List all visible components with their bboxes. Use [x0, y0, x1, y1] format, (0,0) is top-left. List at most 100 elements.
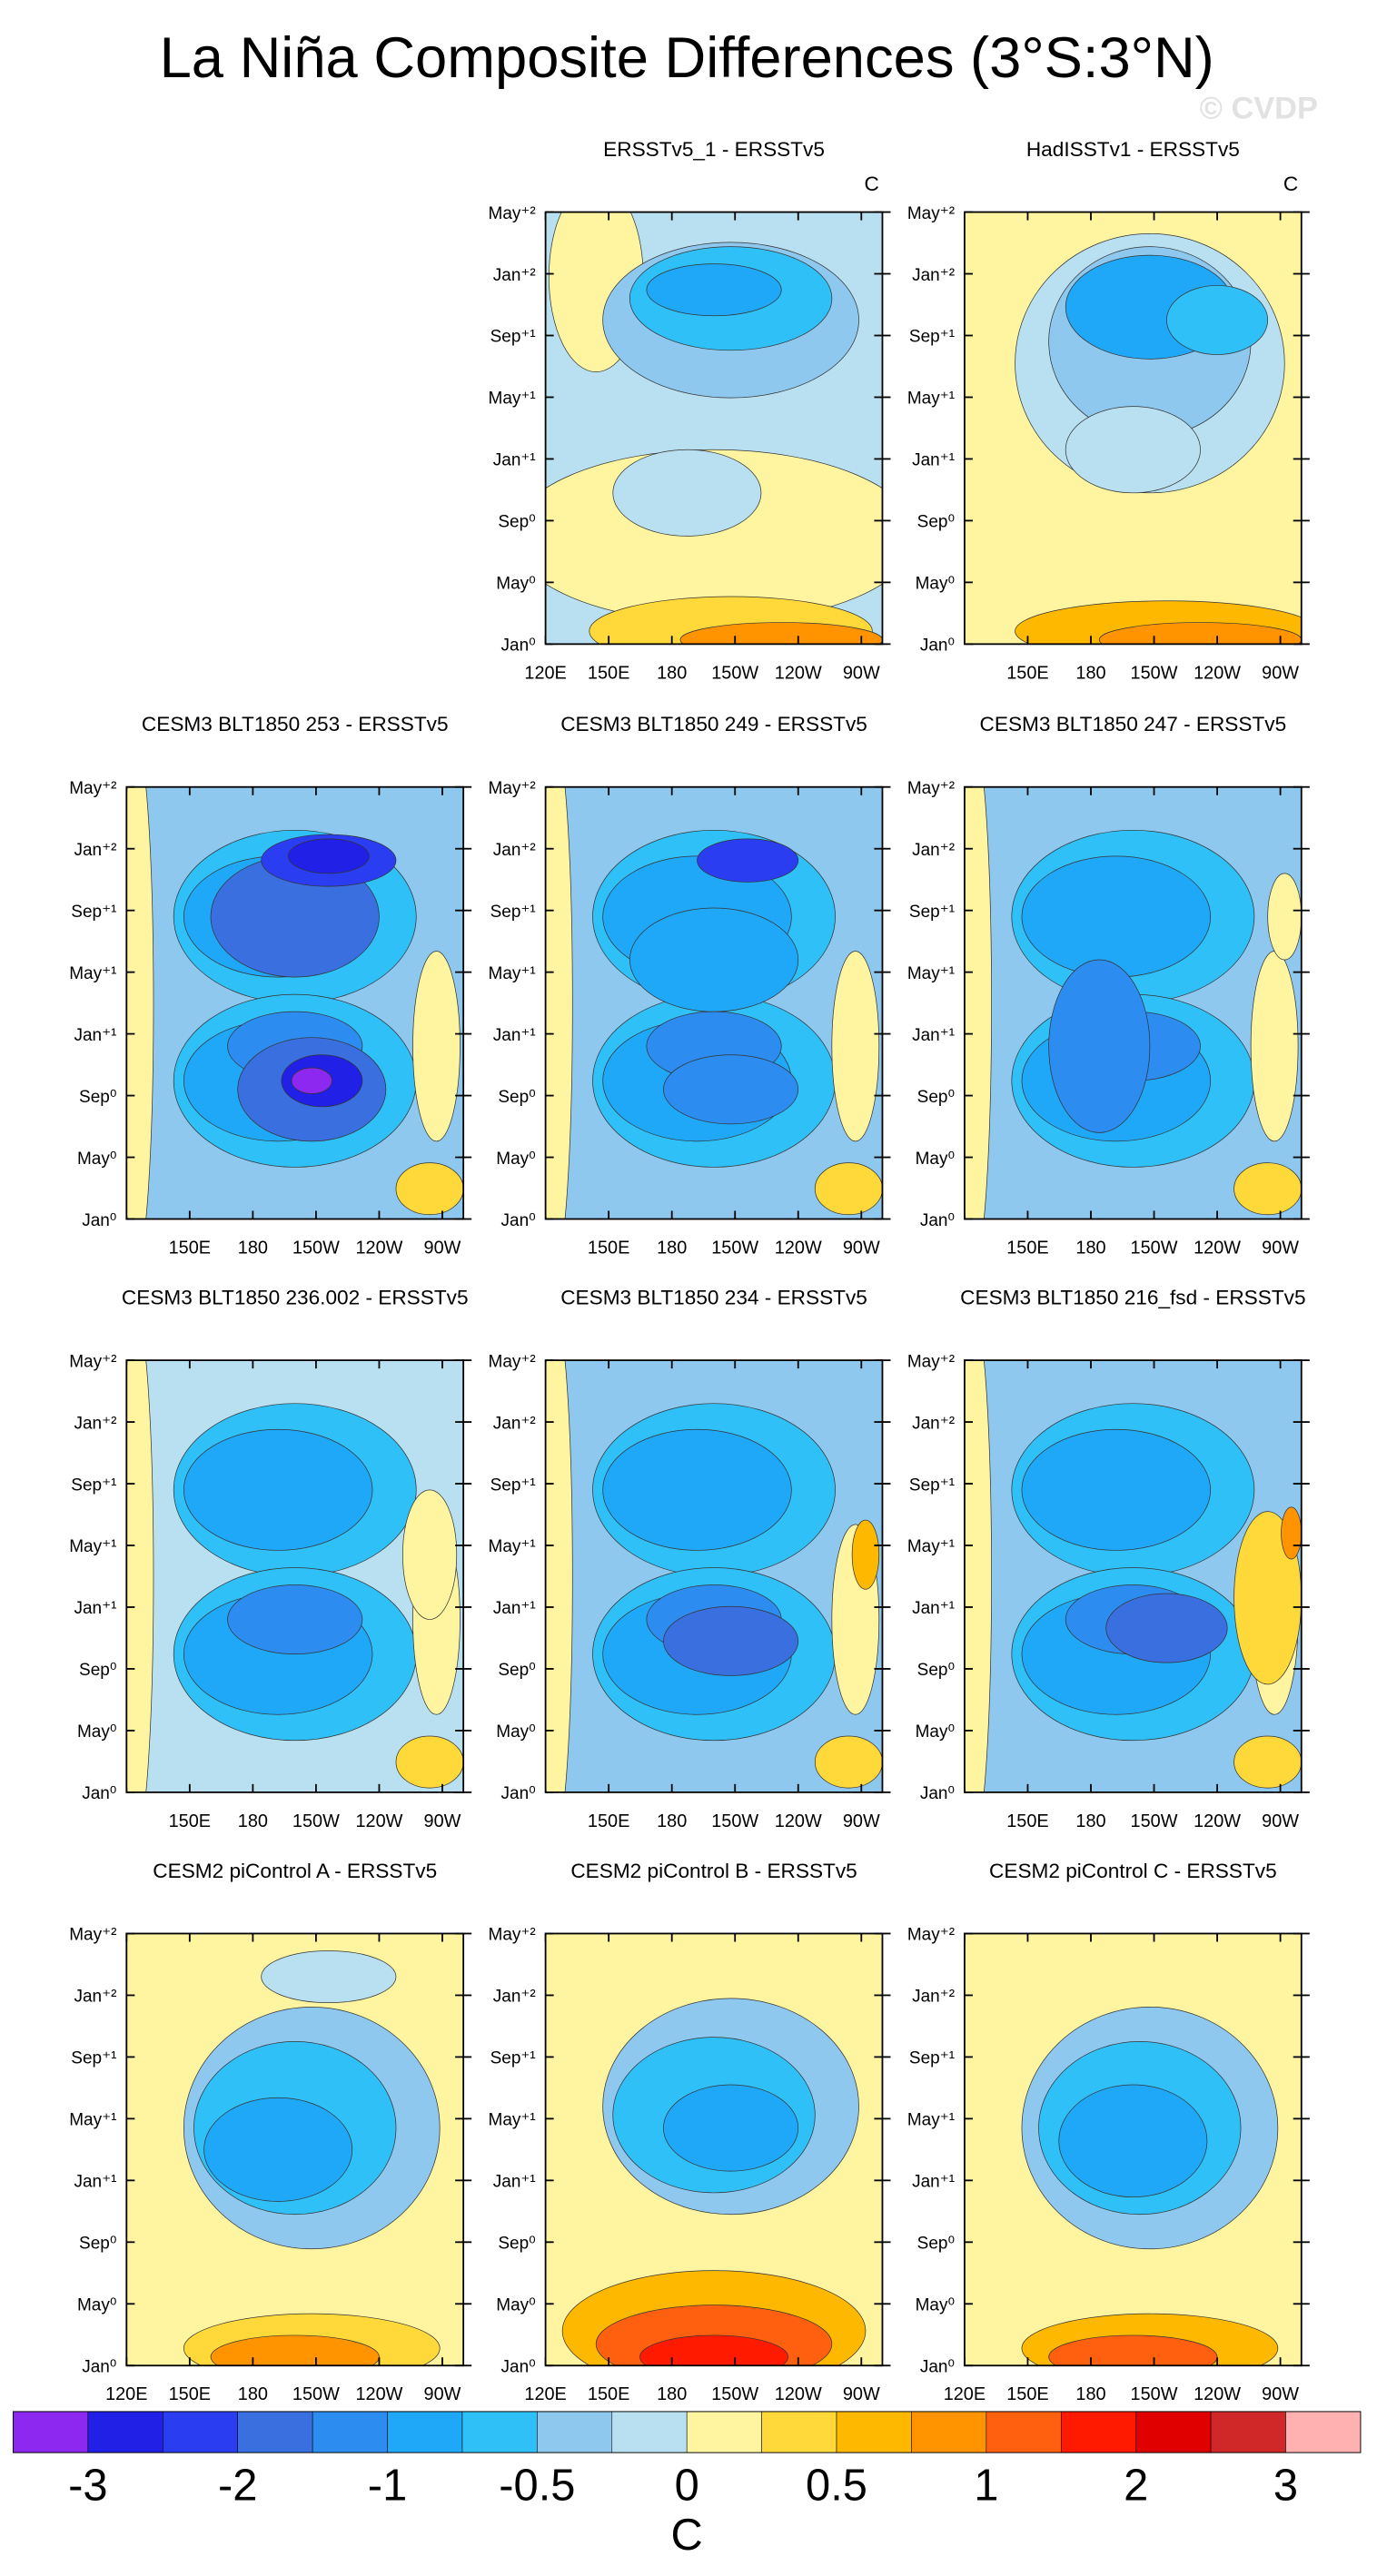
- x-tick-label: 90W: [843, 1239, 880, 1258]
- y-tick-label: Sep⁰: [79, 1661, 116, 1680]
- x-tick-label: 180: [238, 1239, 268, 1258]
- field-region: [814, 1162, 883, 1216]
- y-tick-label: May⁺¹: [489, 390, 536, 409]
- y-tick-label: Jan⁺²: [493, 1414, 536, 1433]
- y-tick-label: Jan⁰: [501, 2357, 536, 2376]
- field-region: [1105, 1593, 1228, 1663]
- field-region: [663, 1054, 799, 1125]
- field-region: [1267, 873, 1302, 961]
- x-tick-label: 120W: [775, 1239, 822, 1258]
- contour-field: [545, 1933, 883, 2366]
- colorbar-label: -1: [368, 2462, 407, 2511]
- y-tick-label: May⁰: [496, 1150, 535, 1169]
- x-tick-label: 180: [1075, 1811, 1105, 1831]
- x-tick-label: 90W: [1262, 1811, 1299, 1831]
- field-region: [395, 1162, 464, 1216]
- plot-frame: [964, 1359, 1303, 1793]
- x-tick-label: 90W: [1262, 663, 1299, 683]
- field-region: [545, 786, 573, 1219]
- field-region: [395, 1735, 464, 1789]
- y-tick-label: May⁺²: [69, 779, 116, 798]
- x-tick-label: 120W: [775, 2384, 822, 2404]
- y-tick-label: Sep⁺¹: [490, 2049, 536, 2068]
- y-tick-label: May⁺¹: [69, 1537, 116, 1556]
- y-tick-label: Jan⁺²: [493, 266, 536, 285]
- contour-field: [964, 1360, 1302, 1792]
- field-region: [1233, 1511, 1302, 1685]
- colorbar-label: 1: [974, 2462, 998, 2511]
- plot-frame: [544, 1932, 884, 2367]
- x-tick-label: 150E: [588, 663, 629, 683]
- y-tick-label: May⁺²: [489, 1926, 536, 1945]
- y-tick-label: Jan⁺¹: [912, 451, 955, 470]
- colorbar-title: C: [671, 2511, 703, 2560]
- x-tick-label: 120W: [775, 663, 822, 683]
- colorbar-box: [163, 2411, 238, 2453]
- plot-frame: [964, 211, 1303, 646]
- contour-field: [545, 1360, 883, 1792]
- field-region: [227, 1584, 363, 1654]
- contour-field: [964, 1933, 1302, 2366]
- x-tick-label: 90W: [424, 1239, 461, 1258]
- x-tick-label: 150E: [588, 2384, 629, 2404]
- y-tick-label: May⁰: [77, 2296, 116, 2315]
- y-tick-label: May⁺²: [907, 1926, 955, 1945]
- y-tick-label: Jan⁰: [920, 1211, 955, 1230]
- contour-field: [126, 1933, 464, 2366]
- y-tick-label: May⁺²: [69, 1352, 116, 1371]
- colorbar-box: [1060, 2411, 1136, 2453]
- y-tick-label: Jan⁰: [920, 637, 955, 656]
- y-tick-label: Jan⁺¹: [493, 451, 536, 470]
- units-label: C: [865, 173, 879, 195]
- y-tick-label: Sep⁺¹: [909, 328, 955, 347]
- y-tick-label: Jan⁺²: [74, 1988, 116, 2007]
- y-tick-label: May⁰: [496, 575, 535, 594]
- field-region: [1233, 1162, 1302, 1216]
- y-tick-label: Sep⁰: [917, 1661, 955, 1680]
- plot-frame: [125, 1932, 465, 2367]
- colorbar-frame: [13, 2411, 1362, 2453]
- y-tick-label: Sep⁰: [498, 1661, 535, 1680]
- y-tick-label: May⁺²: [907, 204, 955, 223]
- x-tick-label: 150E: [169, 1239, 211, 1258]
- colorbar-label: -3: [68, 2462, 107, 2511]
- x-tick-label: 180: [657, 1811, 687, 1831]
- field-region: [287, 838, 370, 874]
- y-tick-label: May⁺¹: [69, 964, 116, 983]
- plot-frame: [964, 785, 1303, 1220]
- y-tick-label: May⁺¹: [489, 964, 536, 983]
- y-tick-label: May⁰: [916, 575, 955, 594]
- colorbar-box: [387, 2411, 463, 2453]
- y-tick-label: Sep⁰: [498, 513, 535, 532]
- panel-title: CESM3 BLT1850 234 - ERSSTv5: [560, 1287, 867, 1309]
- y-tick-label: Sep⁺¹: [909, 1476, 955, 1495]
- colorbar-box: [611, 2411, 688, 2453]
- field-region: [291, 1067, 332, 1094]
- field-region: [126, 786, 154, 1219]
- x-tick-label: 120E: [944, 2384, 986, 2404]
- colorbar-label: 2: [1124, 2462, 1148, 2511]
- x-tick-label: 150W: [711, 2384, 758, 2404]
- field-region: [814, 1735, 883, 1789]
- x-tick-label: 150W: [292, 2384, 340, 2404]
- field-region: [1250, 951, 1299, 1142]
- colorbar-box: [686, 2411, 762, 2453]
- y-tick-label: Sep⁺¹: [71, 2049, 116, 2068]
- y-tick-label: May⁺¹: [489, 2111, 536, 2130]
- x-tick-label: 150E: [1006, 663, 1048, 683]
- colorbar-box: [312, 2411, 388, 2453]
- x-tick-label: 150E: [1006, 1811, 1048, 1831]
- field-region: [545, 1360, 573, 1792]
- x-tick-label: 90W: [843, 663, 880, 683]
- x-tick-label: 150W: [1131, 1811, 1178, 1831]
- x-tick-label: 120W: [1194, 663, 1241, 683]
- y-tick-label: Sep⁰: [917, 2235, 955, 2254]
- y-tick-label: Sep⁰: [498, 2235, 535, 2254]
- y-tick-label: Sep⁰: [917, 1088, 955, 1107]
- x-tick-label: 180: [238, 2384, 268, 2404]
- field-region: [412, 951, 461, 1142]
- x-tick-label: 120E: [524, 663, 566, 683]
- y-tick-label: Jan⁺¹: [74, 1599, 116, 1618]
- colorbar-box: [1210, 2411, 1286, 2453]
